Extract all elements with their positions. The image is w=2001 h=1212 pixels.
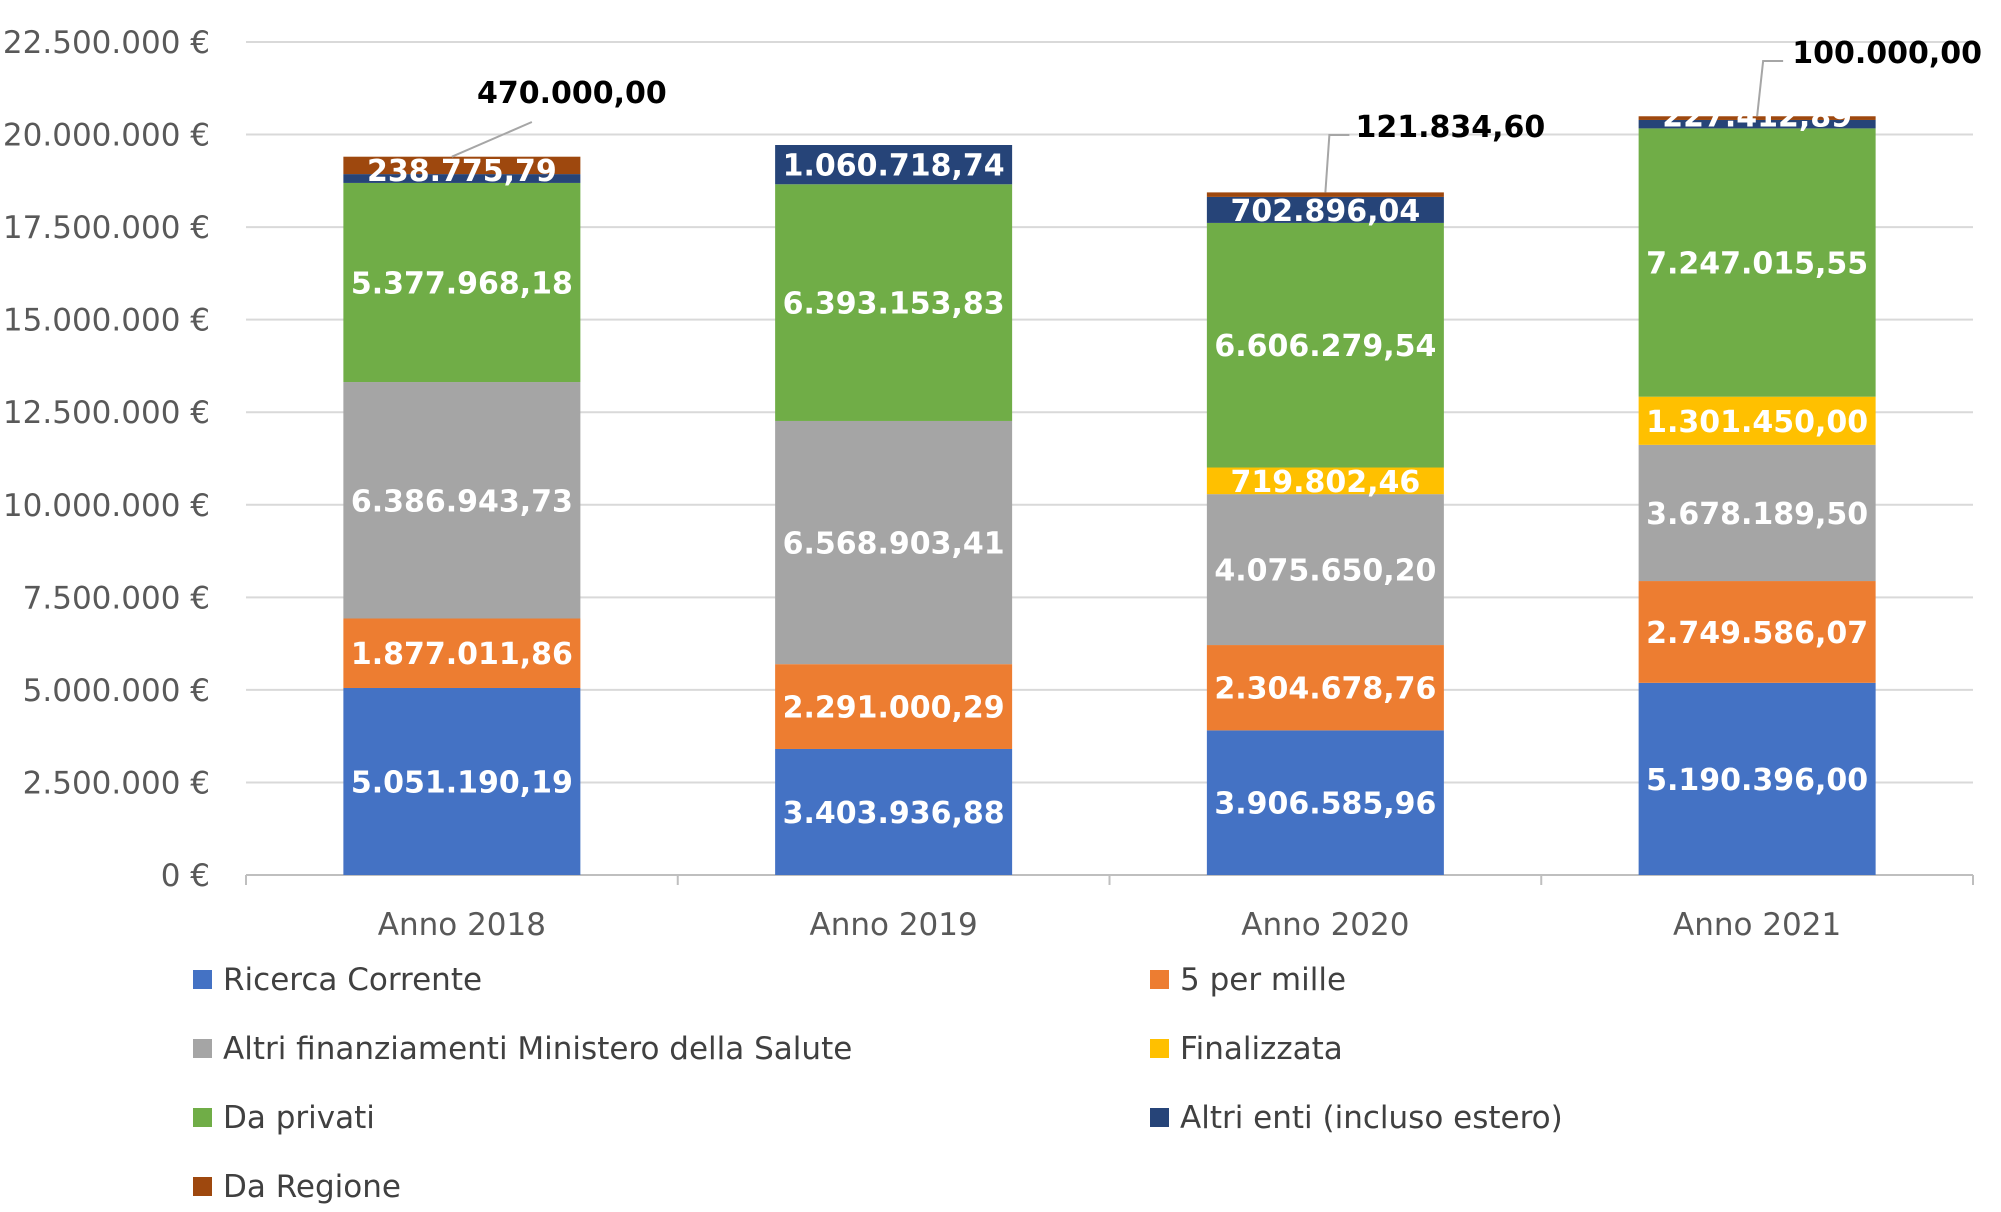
bar-value-callout: 470.000,00 [477,76,667,111]
y-tick-label: 10.000.000 € [3,488,210,524]
bar-segment [343,618,581,688]
bar-segment [1638,581,1876,683]
y-tick-label: 15.000.000 € [3,303,210,339]
bar-value-label: 238.775,79 [367,154,557,189]
y-tick-label: 17.500.000 € [3,210,210,246]
bar-segment [775,420,1013,665]
bar-value-label: 5.051.190,19 [351,765,573,800]
y-tick-label: 12.500.000 € [3,395,210,431]
y-tick-label: 20.000.000 € [3,118,210,154]
bar-value-callout: 100.000,00 [1792,36,1982,71]
bar-value-label: 4.075.650,20 [1214,554,1436,589]
bar-value-label: 702.896,04 [1230,194,1420,229]
legend-label: Altri finanziamenti Ministero della Salu… [223,1031,852,1067]
bar-value-label: 6.568.903,41 [783,527,1005,562]
bar-value-label: 1.301.450,00 [1646,405,1868,440]
x-tick-label: Anno 2021 [1673,907,1841,943]
bar-segment [1206,645,1444,731]
bar-value-label: 719.802,46 [1230,465,1420,500]
legend-label: Da Regione [223,1169,401,1205]
bar-segment [343,687,581,875]
bar-value-label: 6.606.279,54 [1214,329,1436,364]
bar-value-label: 2.304.678,76 [1214,672,1436,707]
bar-segment [1638,396,1876,445]
legend-label: Finalizzata [1180,1031,1343,1067]
legend-swatch [193,970,212,989]
bar-segment [343,174,581,183]
bar-segment [343,182,581,383]
bar-segment [1206,730,1444,875]
bar-value-callout: 121.834,60 [1355,110,1545,145]
bar-segment [775,748,1013,875]
y-tick-label: 0 € [161,858,210,894]
bar-segment [1638,444,1876,582]
bar-value-label: 7.247.015,55 [1646,247,1868,282]
y-tick-label: 7.500.000 € [23,580,210,616]
bar-value-label: 5.377.968,18 [351,266,573,301]
x-tick-label: Anno 2019 [810,907,978,943]
bar-segment [775,145,1013,185]
legend-label: 5 per mille [1180,962,1346,998]
callout-leader-line [451,121,533,158]
bar-segment [343,156,581,175]
bar-value-label: 5.190.396,00 [1646,763,1868,798]
bar-segment [343,382,581,619]
bar-segment [1638,119,1876,129]
bar-segment [1206,192,1444,197]
bar-value-label: 3.403.936,88 [783,796,1005,831]
bar-segment [775,184,1013,421]
x-tick-label: Anno 2018 [378,907,546,943]
legend-swatch [193,1108,212,1127]
bar-segment [1638,128,1876,397]
legend-swatch [193,1039,212,1058]
legend-swatch [1150,970,1169,989]
legend-label: Ricerca Corrente [223,962,482,998]
bar-segment [1638,116,1876,120]
y-tick-label: 5.000.000 € [23,673,210,709]
bar-segment [1638,682,1876,875]
legend-swatch [1150,1108,1169,1127]
bar-segment [1206,196,1444,223]
bar-value-label: 3.678.189,50 [1646,497,1868,532]
bar-segment [1206,222,1444,468]
bar-value-label: 1.877.011,86 [351,637,573,672]
bar-value-label: 227.412,89 [1662,99,1852,134]
bar-value-label: 1.060.718,74 [783,149,1005,184]
bar-value-label: 3.906.585,96 [1214,787,1436,822]
callout-leader-line [1756,60,1784,117]
y-tick-label: 2.500.000 € [23,765,210,801]
bar-segment [775,664,1013,749]
legend-label: Altri enti (incluso estero) [1180,1100,1563,1136]
bar-value-label: 6.386.943,73 [351,484,573,519]
bar-segment [1206,494,1444,646]
legend-swatch [1150,1039,1169,1058]
y-tick-label: 22.500.000 € [3,25,210,61]
bar-value-label: 2.749.586,07 [1646,616,1868,651]
x-tick-label: Anno 2020 [1241,907,1409,943]
legend-swatch [193,1177,212,1196]
bar-value-label: 2.291.000,29 [783,691,1005,726]
bar-value-label: 6.393.153,83 [783,287,1005,322]
legend-label: Da privati [223,1100,375,1136]
callout-leader-line [1324,134,1350,193]
bar-segment [1206,467,1444,495]
